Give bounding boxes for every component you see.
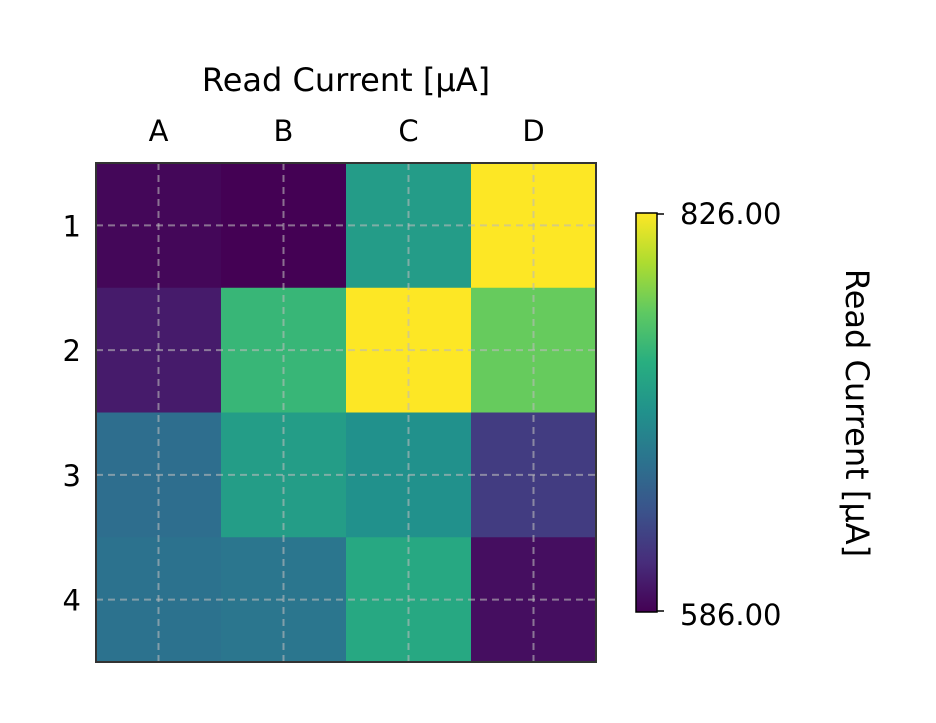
x-tick-label: D	[522, 114, 544, 148]
x-tick-label: A	[149, 114, 169, 148]
colorbar-label: Read Current [μA]	[838, 269, 876, 557]
y-tick-label: 2	[63, 334, 81, 368]
heatmap-frame	[95, 162, 597, 663]
x-tick-labels: A B C D	[149, 114, 545, 148]
y-tick-label: 1	[63, 209, 81, 243]
y-tick-labels: 1 2 3 4	[63, 209, 81, 617]
chart-title: Read Current [μA]	[202, 61, 490, 99]
heatmap-cells	[96, 163, 597, 663]
x-tick-label: C	[398, 114, 418, 148]
colorbar	[635, 212, 658, 613]
y-tick-label: 3	[63, 459, 81, 493]
x-tick-label: B	[274, 114, 294, 148]
y-tick-label: 4	[63, 584, 81, 618]
colorbar-max-label: 826.00	[680, 197, 781, 231]
colorbar-min-label: 586.00	[680, 598, 781, 632]
